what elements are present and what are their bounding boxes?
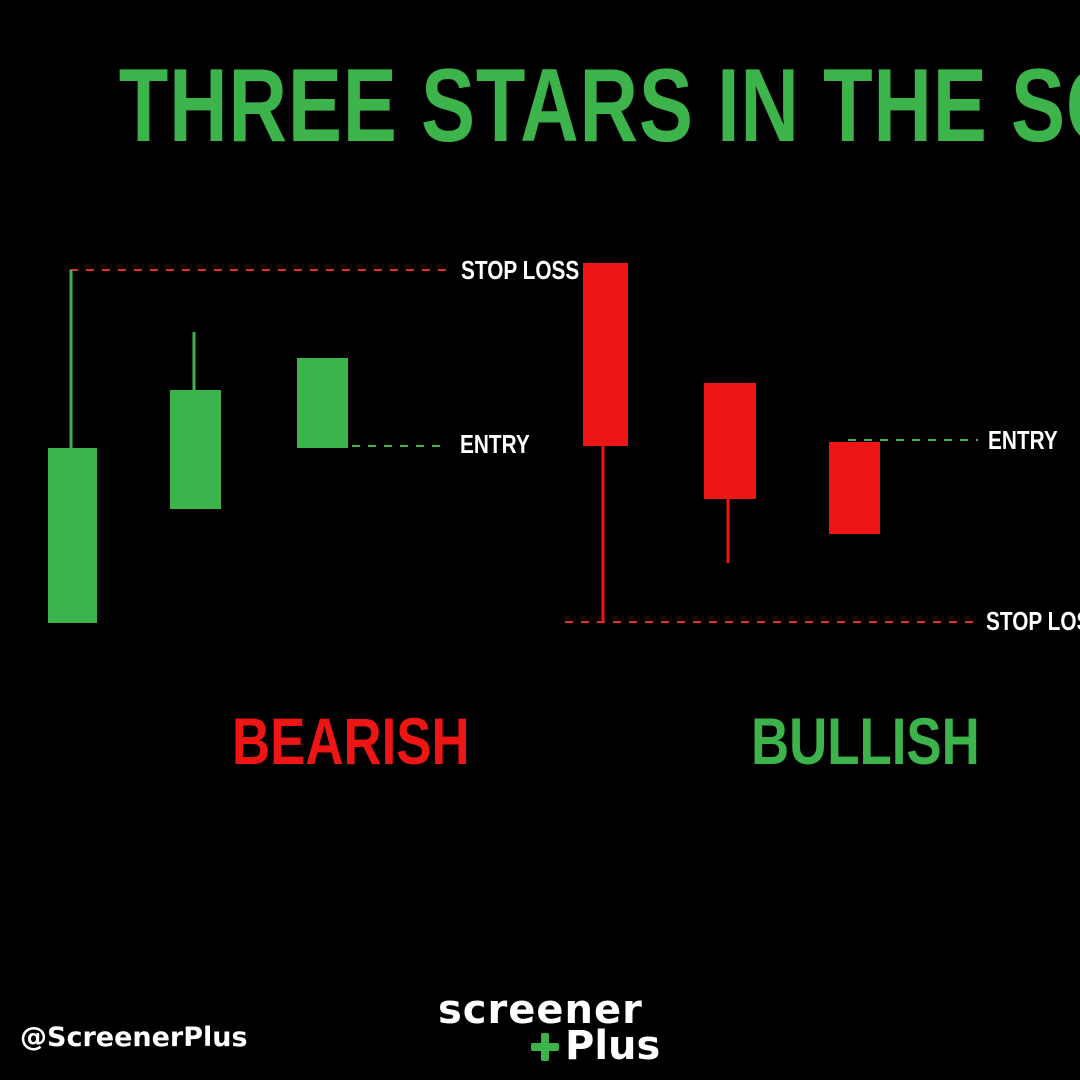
bullish-candle-3 <box>829 442 880 534</box>
bearish-pattern <box>48 269 448 623</box>
bullish-label: BULLISH <box>751 704 980 778</box>
bullish-stop-loss-label: STOP LOSS <box>986 606 1080 636</box>
bullish-pattern <box>565 263 978 623</box>
bearish-candle-1 <box>48 448 97 623</box>
bullish-candle-1 <box>583 263 628 446</box>
bullish-entry-label: ENTRY <box>988 425 1058 455</box>
bearish-candle-3 <box>297 358 348 448</box>
bearish-stop-loss-label: STOP LOSS <box>461 255 580 285</box>
bullish-candle-2 <box>704 383 756 499</box>
logo-word-screener: screener <box>438 987 643 1033</box>
bearish-candle-2 <box>170 390 221 509</box>
social-handle: @ScreenerPlus <box>20 1022 248 1053</box>
page-title: THREE STARS IN THE SOUTH <box>118 48 1080 164</box>
bearish-entry-label: ENTRY <box>460 429 530 459</box>
plus-icon <box>531 1033 559 1061</box>
bearish-label: BEARISH <box>232 704 470 778</box>
logo-word-plus: Plus <box>565 1023 661 1069</box>
